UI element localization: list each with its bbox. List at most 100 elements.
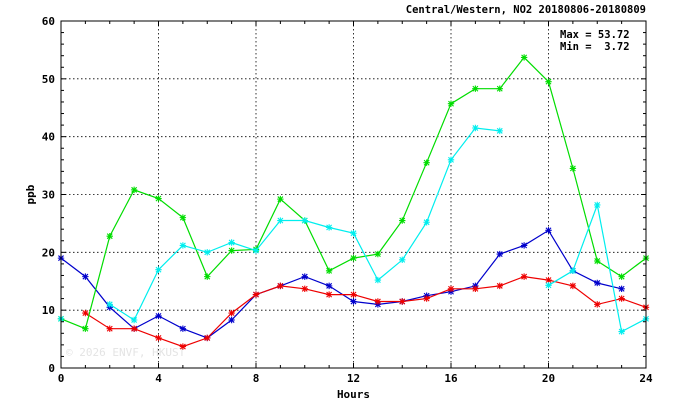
data-point (301, 273, 308, 280)
data-point (155, 334, 162, 342)
data-point (155, 195, 162, 202)
data-point (82, 273, 89, 280)
data-point (130, 325, 138, 332)
data-point (545, 282, 552, 289)
data-point (204, 249, 211, 256)
data-point (374, 276, 382, 284)
x-tick-label: 16 (444, 372, 458, 385)
data-point (350, 291, 357, 298)
data-point (594, 257, 601, 265)
data-point (399, 298, 406, 305)
y-tick-label: 0 (48, 362, 55, 375)
data-point (130, 316, 138, 324)
data-point (545, 276, 552, 284)
grid-lines (61, 21, 646, 368)
data-point (496, 282, 503, 290)
data-point (277, 217, 284, 224)
data-point (472, 285, 479, 292)
data-point (472, 124, 479, 132)
data-point (496, 127, 503, 135)
series-line (60, 229, 622, 339)
x-tick-label: 8 (253, 372, 260, 385)
data-point (520, 273, 528, 280)
y-tick-labels: 0 10 20 30 40 50 60 (42, 15, 55, 375)
data-point (325, 224, 333, 231)
y-tick-label: 30 (42, 189, 55, 202)
data-point (423, 159, 430, 166)
data-point (496, 250, 503, 258)
data-point (155, 312, 162, 320)
series-2 (82, 273, 650, 350)
data-point (618, 328, 625, 335)
data-point (106, 325, 113, 332)
x-tick-label: 12 (347, 372, 360, 385)
data-point (325, 291, 333, 298)
x-tick-label: 24 (639, 372, 653, 385)
data-point (569, 267, 577, 275)
data-point (252, 291, 260, 298)
y-tick-label: 20 (42, 246, 55, 259)
data-point (447, 156, 455, 163)
data-point (447, 100, 455, 107)
x-tick-label: 4 (155, 372, 162, 385)
data-point (618, 273, 625, 280)
x-tick-label: 20 (542, 372, 555, 385)
data-point (545, 227, 552, 234)
y-axis-label: ppb (24, 184, 37, 204)
series-layer (57, 54, 650, 350)
axis-ticks (60, 20, 647, 369)
min-annotation: Min = 3.72 (560, 41, 630, 53)
data-point (374, 298, 382, 305)
data-point (277, 282, 284, 290)
data-point (472, 85, 479, 92)
data-point (179, 343, 187, 350)
data-point (545, 78, 552, 85)
series-1 (57, 227, 625, 342)
data-point (423, 295, 430, 302)
y-tick-label: 10 (42, 304, 55, 317)
y-tick-label: 60 (42, 15, 55, 28)
data-point (179, 214, 187, 221)
data-point (252, 247, 260, 254)
data-point (228, 316, 235, 324)
data-point (520, 54, 528, 61)
data-point (350, 230, 357, 237)
data-point (179, 242, 187, 249)
series-line (85, 275, 647, 348)
data-point (130, 186, 138, 194)
data-point (204, 334, 211, 342)
series-4 (57, 124, 650, 335)
series-line (548, 202, 647, 333)
watermark: © 2026 ENVF, HKUST (66, 346, 186, 359)
data-point (594, 279, 601, 287)
data-point (618, 295, 625, 302)
data-point (447, 285, 455, 292)
data-point (228, 309, 235, 317)
data-point (204, 273, 211, 280)
data-point (520, 242, 528, 249)
data-point (423, 219, 430, 226)
data-point (569, 282, 577, 290)
data-point (569, 165, 577, 172)
data-point (325, 282, 333, 290)
x-axis-label: Hours (337, 388, 370, 401)
data-point (106, 301, 113, 308)
data-point (301, 217, 308, 224)
data-point (350, 298, 357, 305)
x-tick-labels: 0 4 8 12 16 20 24 (58, 372, 653, 385)
data-point (399, 217, 406, 224)
x-tick-label: 0 (58, 372, 65, 385)
data-point (594, 201, 601, 209)
data-point (301, 285, 308, 292)
y-tick-label: 40 (42, 131, 55, 144)
data-point (350, 254, 357, 262)
data-point (374, 250, 382, 258)
data-point (82, 325, 89, 332)
chart-title: Central/Western, NO2 20180806-20180809 (406, 4, 646, 16)
data-point (228, 239, 235, 246)
data-point (618, 285, 625, 292)
data-point (82, 309, 89, 317)
y-tick-label: 50 (42, 73, 55, 86)
data-point (155, 266, 162, 273)
